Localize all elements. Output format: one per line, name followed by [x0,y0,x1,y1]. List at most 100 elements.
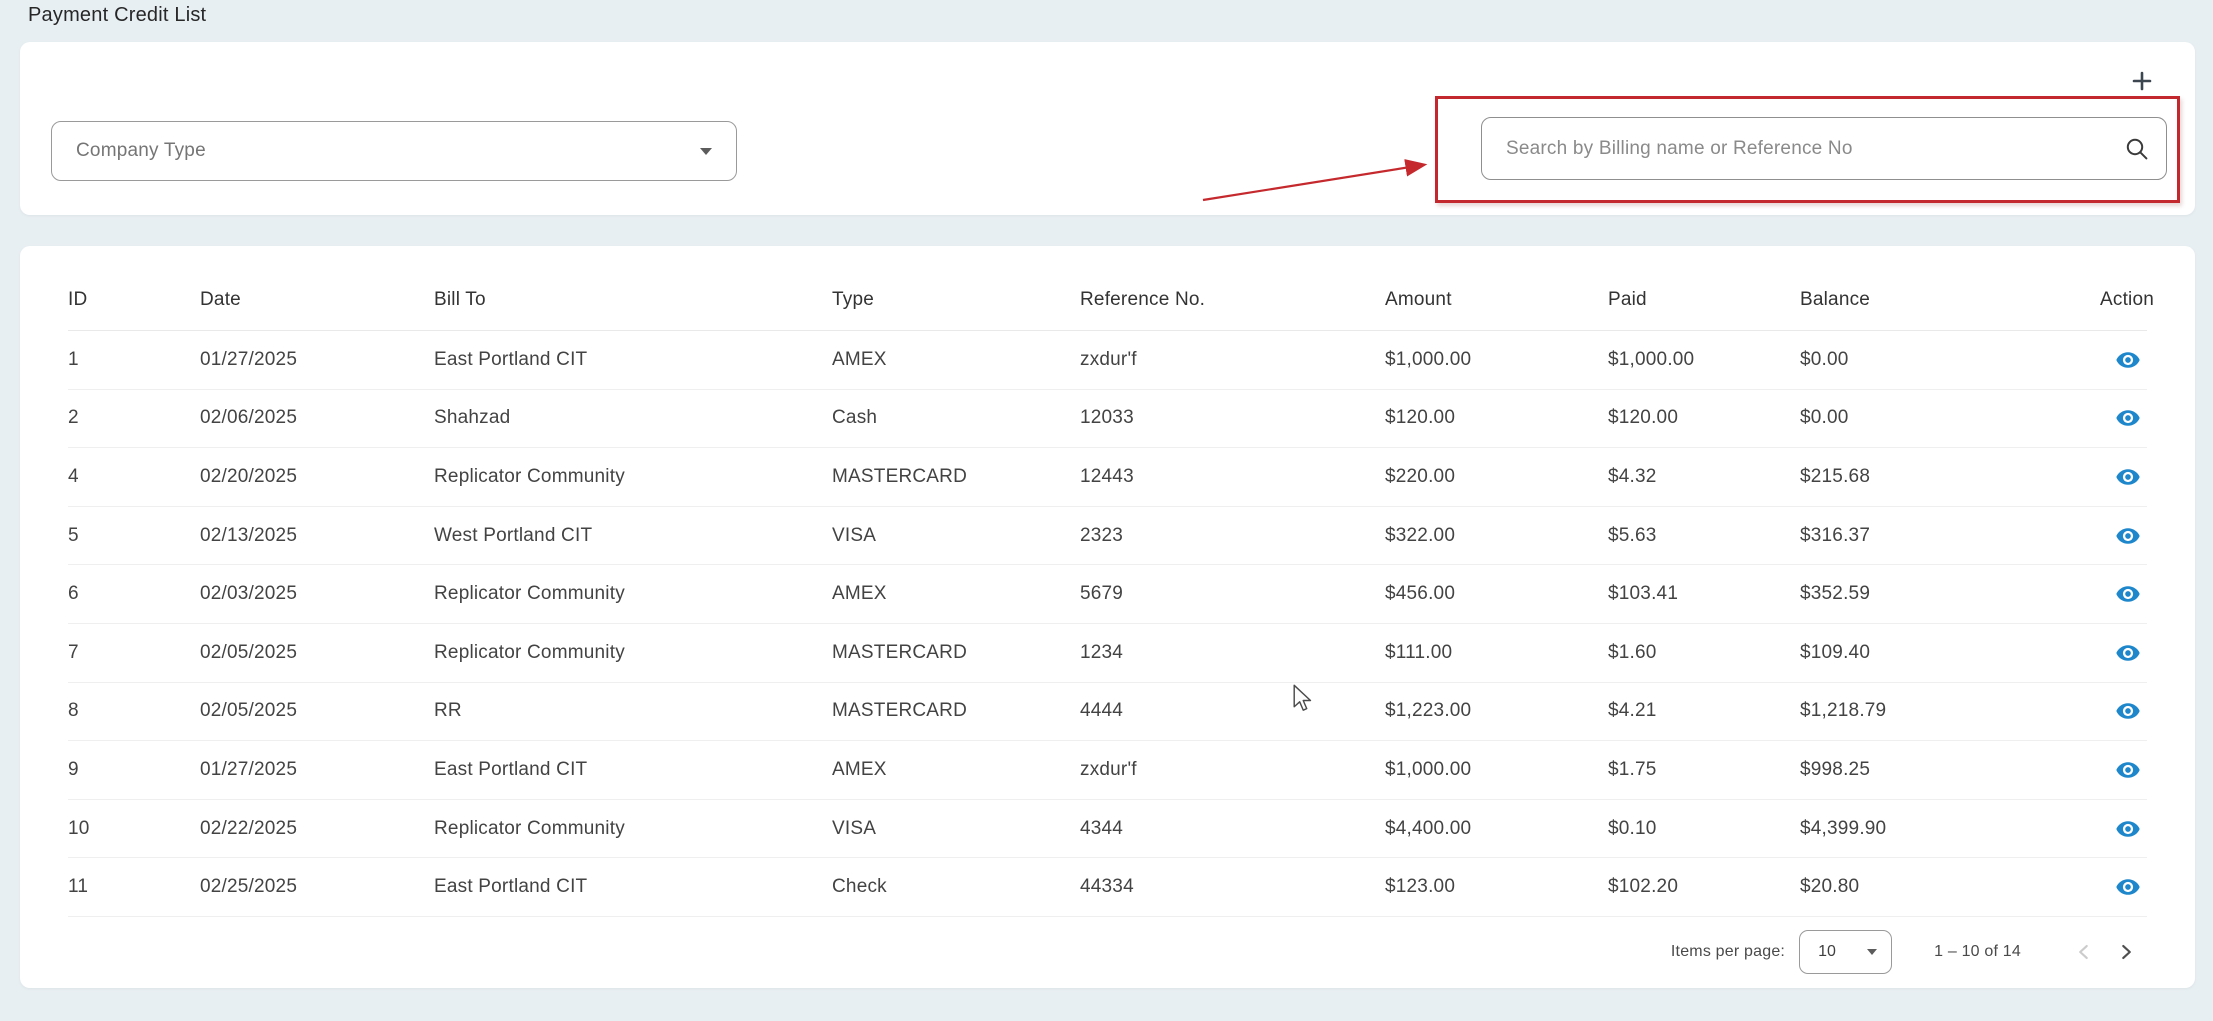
table-card: ID Date Bill To Type Reference No. Amoun… [20,246,2195,988]
table-row: 7 02/05/2025 Replicator Community MASTER… [68,624,2147,683]
filters-card: Company Type [20,42,2195,215]
cell-id: 11 [68,876,89,898]
table-row: 1 01/27/2025 East Portland CIT AMEX zxdu… [68,331,2147,390]
column-header-paid: Paid [1608,289,1647,310]
view-button[interactable] [2113,814,2143,844]
company-type-select[interactable]: Company Type [51,121,737,181]
view-button[interactable] [2113,872,2143,902]
table-row: 5 02/13/2025 West Portland CIT VISA 2323… [68,507,2147,566]
cell-balance: $1,218.79 [1800,700,1887,722]
page-size-select[interactable]: 10 [1799,929,1893,974]
items-per-page-label: Items per page: [1670,942,1786,960]
table-body: 1 01/27/2025 East Portland CIT AMEX zxdu… [68,331,2147,917]
cell-date: 02/05/2025 [200,641,298,663]
cell-paid: $5.63 [1608,524,1657,546]
cell-bill-to: East Portland CIT [434,348,588,370]
cell-date: 02/06/2025 [200,407,298,429]
column-header-date: Date [200,289,241,310]
cell-amount: $1,000.00 [1385,758,1472,780]
cell-balance: $316.37 [1800,524,1871,546]
cell-amount: $4,400.00 [1385,817,1472,839]
cell-id: 6 [68,583,79,605]
eye-icon [2115,640,2141,666]
view-button[interactable] [2113,638,2143,668]
add-button[interactable] [2125,64,2159,98]
cell-amount: $120.00 [1385,407,1456,429]
cell-bill-to: Replicator Community [434,817,625,839]
cell-balance: $109.40 [1800,641,1871,663]
eye-icon [2115,757,2141,783]
cell-date: 02/20/2025 [200,465,298,487]
table-row: 6 02/03/2025 Replicator Community AMEX 5… [68,565,2147,624]
cell-reference: 12033 [1080,407,1134,429]
cell-paid: $120.00 [1608,407,1679,429]
cell-id: 7 [68,641,79,663]
cell-amount: $123.00 [1385,876,1456,898]
eye-icon [2115,464,2141,490]
cell-amount: $111.00 [1385,641,1453,663]
cell-amount: $1,223.00 [1385,700,1472,722]
cell-type: MASTERCARD [832,465,968,487]
cell-type: MASTERCARD [832,641,968,663]
cell-type: AMEX [832,583,887,605]
table-header: ID Date Bill To Type Reference No. Amoun… [68,246,2155,331]
cell-bill-to: Shahzad [434,407,511,429]
next-page-button[interactable] [2105,931,2147,973]
cell-paid: $1.75 [1608,758,1657,780]
table-row: 10 02/22/2025 Replicator Community VISA … [68,800,2147,859]
cell-paid: $4.32 [1608,465,1657,487]
cell-date: 02/05/2025 [200,700,298,722]
cell-balance: $0.00 [1800,407,1849,429]
cell-date: 02/22/2025 [200,817,298,839]
view-button[interactable] [2113,403,2143,433]
view-button[interactable] [2113,345,2143,375]
cell-reference: 1234 [1080,641,1124,663]
column-header-type: Type [832,289,874,310]
cell-reference: 2323 [1080,524,1124,546]
annotation-arrow-icon [1202,159,1428,202]
view-button[interactable] [2113,755,2143,785]
previous-page-button[interactable] [2063,931,2105,973]
paginator: Items per page: 10 1 – 10 of 14 [68,917,2147,987]
cell-bill-to: Replicator Community [434,465,625,487]
cell-paid: $102.20 [1608,876,1679,898]
cell-reference: 4344 [1080,817,1124,839]
cell-action [2100,755,2147,785]
search-field[interactable] [1481,117,2167,180]
cell-balance: $215.68 [1800,465,1871,487]
view-button[interactable] [2113,579,2143,609]
cell-balance: $4,399.90 [1800,817,1887,839]
cell-action [2100,872,2147,902]
table-row: 4 02/20/2025 Replicator Community MASTER… [68,448,2147,507]
view-button[interactable] [2113,696,2143,726]
eye-icon [2115,581,2141,607]
cell-paid: $4.21 [1608,700,1657,722]
cell-type: AMEX [832,348,887,370]
page-size-value: 10 [1818,942,1836,960]
table-row: 11 02/25/2025 East Portland CIT Check 44… [68,858,2147,917]
search-input[interactable] [1482,118,2166,179]
table-row: 2 02/06/2025 Shahzad Cash 12033 $120.00 … [68,390,2147,449]
search-icon[interactable] [2124,136,2150,162]
company-type-label: Company Type [76,140,206,161]
chevron-left-icon [2071,939,2097,965]
cell-paid: $1.60 [1608,641,1657,663]
chevron-down-icon [1867,948,1878,955]
cell-bill-to: West Portland CIT [434,524,593,546]
eye-icon [2115,698,2141,724]
cell-type: Check [832,876,887,898]
cell-bill-to: East Portland CIT [434,876,588,898]
search-highlight-box [1435,96,2180,203]
cell-paid: $103.41 [1608,583,1679,605]
view-button[interactable] [2113,521,2143,551]
eye-icon [2115,347,2141,373]
cell-balance: $998.25 [1800,758,1871,780]
cell-action [2100,403,2147,433]
eye-icon [2115,405,2141,431]
view-button[interactable] [2113,462,2143,492]
chevron-right-icon [2113,939,2139,965]
cell-action [2100,579,2147,609]
column-header-action: Action [2100,289,2155,310]
cell-reference: zxdur'f [1080,348,1137,370]
cell-balance: $20.80 [1800,876,1860,898]
